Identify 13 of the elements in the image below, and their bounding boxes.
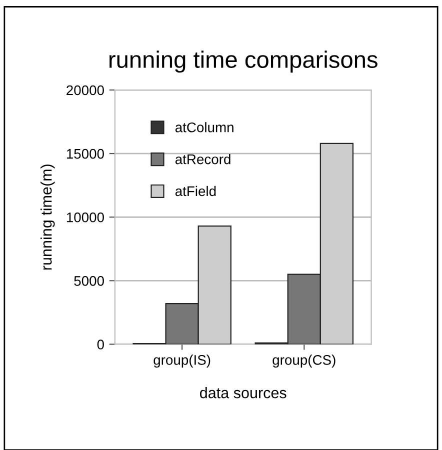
x-tick-label: group(IS) [154, 354, 210, 368]
y-tick-label: 15000 [66, 148, 104, 159]
y-tick-label: 20000 [66, 85, 104, 96]
y-axis-title: running time(m) [40, 164, 55, 270]
x-axis-title: data sources [200, 387, 286, 398]
legend-label: atRecord [175, 154, 230, 164]
y-tick-label: 5000 [74, 276, 104, 286]
legend-label: atField [175, 186, 216, 196]
x-tick-label: group(CS) [272, 354, 336, 368]
y-tick-label: 10000 [66, 212, 104, 222]
legend-label: atColumn [175, 122, 234, 132]
y-tick-label: 0 [97, 340, 104, 350]
chart-title: running time comparisons [110, 50, 378, 73]
